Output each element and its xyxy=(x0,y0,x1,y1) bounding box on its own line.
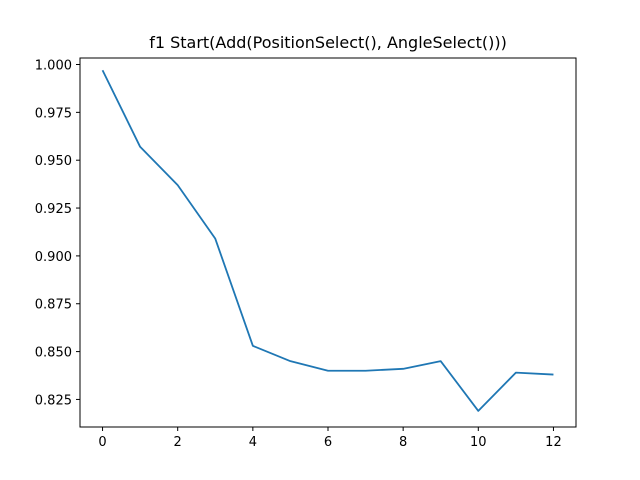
y-tick-label: 0.925 xyxy=(35,202,72,217)
x-tick-label: 10 xyxy=(470,435,487,450)
series-layer xyxy=(101,69,554,412)
x-tick-label: 12 xyxy=(545,435,562,450)
x-tick-label: 2 xyxy=(174,435,182,450)
x-tick-label: 0 xyxy=(98,435,106,450)
series-line xyxy=(101,69,554,412)
x-tick-label: 4 xyxy=(249,435,257,450)
x-tick-label: 6 xyxy=(324,435,332,450)
y-tick-label: 0.850 xyxy=(35,346,72,361)
y-tick-label: 0.875 xyxy=(35,298,72,313)
y-tick-label: 1.000 xyxy=(35,59,72,74)
y-tick-label: 0.975 xyxy=(35,106,72,121)
y-tick-label: 0.950 xyxy=(35,154,72,169)
chart-title: f1 Start(Add(PositionSelect(), AngleSele… xyxy=(149,33,507,52)
x-axis: 0 2 4 6 8 10 12 xyxy=(98,427,562,450)
plot-frame xyxy=(79,57,577,428)
y-tick-label: 0.825 xyxy=(35,393,72,408)
x-tick-label: 8 xyxy=(399,435,407,450)
y-axis: 0.825 0.850 0.875 0.900 0.925 0.950 0.975 1.000 xyxy=(35,59,80,408)
y-tick-label: 0.900 xyxy=(35,250,72,265)
